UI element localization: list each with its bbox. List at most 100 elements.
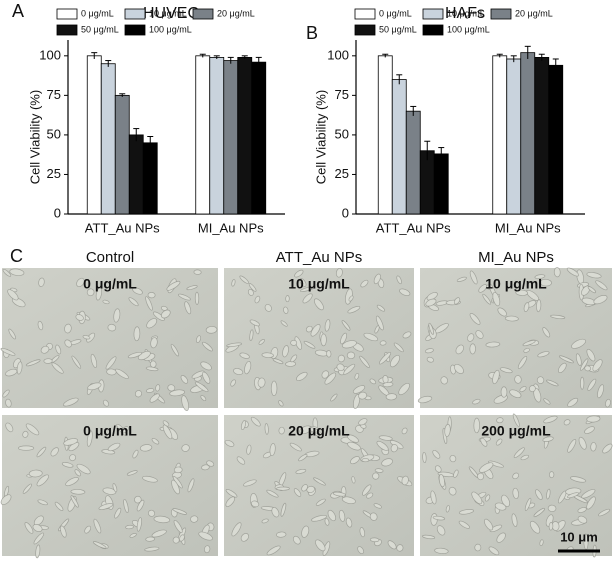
legend-swatch [124, 24, 146, 36]
cell [542, 327, 551, 338]
cell [519, 386, 527, 393]
cell [133, 326, 141, 342]
cell [257, 377, 266, 388]
cell [500, 386, 508, 398]
cell [522, 339, 536, 347]
cell [360, 279, 369, 288]
cell [146, 318, 158, 329]
cell [566, 267, 579, 277]
cell [92, 541, 107, 549]
cell [270, 380, 278, 397]
y-tick-label: 25 [47, 166, 61, 181]
cell [299, 278, 307, 287]
cell [373, 273, 381, 285]
cell [303, 340, 316, 349]
cell [32, 524, 43, 532]
legend-label: 20 μg/mL [515, 8, 553, 18]
cell [567, 439, 577, 453]
cell [592, 359, 603, 372]
cell [398, 382, 410, 396]
cell [240, 420, 246, 431]
cell [315, 539, 326, 552]
cell [126, 470, 138, 476]
cell [354, 373, 360, 380]
error-bar [105, 60, 112, 67]
cell [577, 507, 587, 513]
cell [547, 504, 557, 512]
cell [535, 489, 543, 500]
cell [478, 284, 488, 293]
error-bar [510, 55, 517, 63]
x-tick-label: ATT_Au NPs [376, 220, 451, 235]
cell [586, 496, 596, 510]
cell [25, 423, 40, 436]
cell [298, 454, 308, 462]
cell [293, 488, 302, 497]
cell [272, 358, 284, 364]
cell [250, 416, 261, 427]
cell [593, 295, 608, 305]
cell [327, 509, 337, 522]
cell [36, 474, 49, 487]
legend-swatch [354, 24, 376, 36]
cell [145, 296, 153, 311]
cell [563, 419, 571, 426]
bar [237, 57, 253, 215]
cell [25, 359, 41, 367]
cell [605, 398, 611, 408]
cell [22, 483, 33, 494]
cell [473, 417, 480, 434]
cell [448, 486, 457, 496]
cell [155, 384, 161, 392]
cell [361, 458, 370, 463]
cell [553, 267, 561, 278]
error-bar [496, 53, 503, 58]
error-bar [241, 55, 248, 59]
cell [173, 466, 183, 474]
cell [469, 270, 478, 285]
cell [33, 532, 45, 545]
cell [166, 280, 181, 291]
cell [276, 531, 287, 538]
cell [587, 286, 597, 294]
micrograph [2, 268, 218, 408]
cell [567, 397, 579, 408]
cell [153, 515, 171, 524]
cell [121, 426, 129, 434]
cell [129, 532, 137, 538]
cell [147, 509, 156, 517]
cell [61, 462, 74, 468]
legend-swatch [56, 24, 78, 36]
cell [22, 430, 29, 438]
y-tick-label: 50 [47, 126, 61, 141]
cell [102, 399, 110, 407]
cell [151, 529, 167, 538]
cell [0, 494, 12, 505]
cell [186, 285, 198, 291]
error-bar [133, 128, 140, 142]
cell [436, 525, 446, 536]
error-bar [552, 58, 559, 72]
cell [393, 342, 404, 353]
cell [243, 479, 257, 487]
bar [534, 57, 550, 215]
cell [249, 319, 260, 327]
cell [144, 546, 160, 552]
cell [314, 298, 324, 311]
cell [548, 522, 554, 531]
cell [8, 328, 16, 340]
cell [496, 417, 504, 424]
cell [501, 494, 510, 507]
cell [82, 335, 91, 340]
cell [358, 418, 368, 426]
cell [580, 358, 589, 371]
cell [28, 469, 43, 478]
cell [106, 368, 117, 376]
cell [372, 472, 380, 480]
cell [60, 525, 67, 538]
cell [290, 339, 298, 346]
cell [542, 436, 554, 442]
cell [550, 314, 566, 320]
cell [537, 351, 550, 358]
cell [292, 535, 301, 545]
